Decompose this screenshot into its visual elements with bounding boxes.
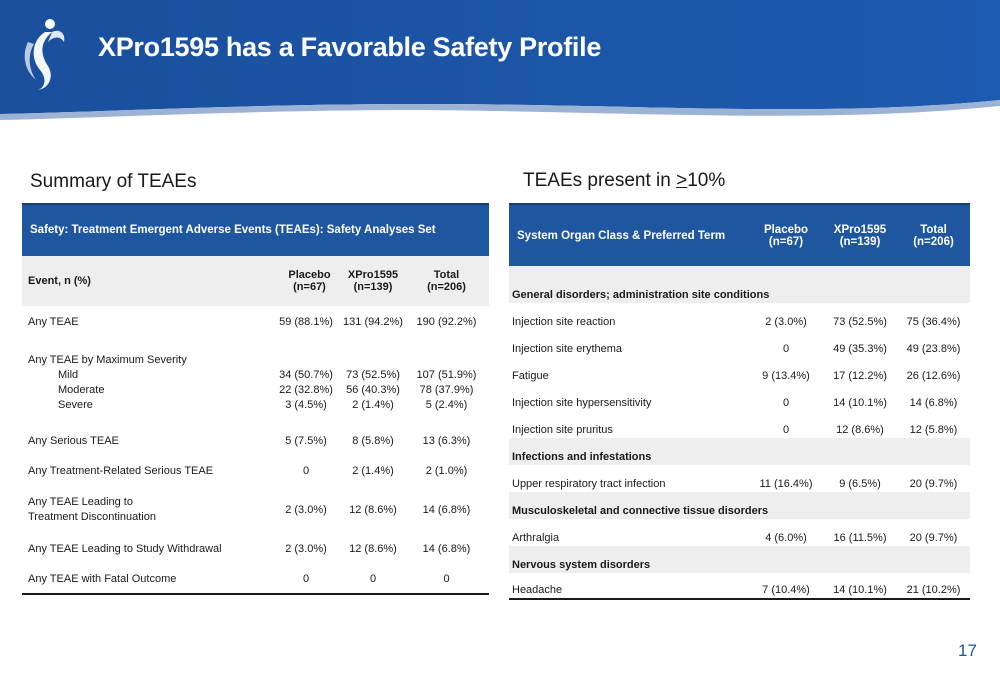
table-row: Any TEAE Leading to Study Withdrawal 2 (… — [28, 543, 471, 555]
header-wave — [0, 0, 1000, 120]
table-row: Any TEAE by Maximum Severity — [28, 353, 187, 366]
table-header-row: System Organ Class & Preferred Term Plac… — [509, 203, 970, 266]
table-row-sub: Mild 34 (50.7%) 73 (52.5%) 107 (51.9%) — [58, 368, 477, 381]
table-row: Arthralgia 4 (6.0%) 16 (11.5%) 20 (9.7%) — [512, 532, 958, 544]
section-title-summary: Summary of TEAEs — [30, 171, 197, 192]
table-row: Headache 7 (10.4%) 14 (10.1%) 21 (10.2%) — [509, 573, 970, 600]
teae-10pct-table: System Organ Class & Preferred Term Plac… — [509, 203, 970, 600]
table-row: Any TEAE with Fatal Outcome 0 0 0 — [22, 564, 489, 595]
table-row: Injection site pruritus 0 12 (8.6%) 12 (… — [512, 424, 958, 436]
table-row: Injection site erythema 0 49 (35.3%) 49 … — [512, 343, 961, 355]
table-row: Any Treatment-Related Serious TEAE 0 2 (… — [28, 465, 468, 477]
column-header: Placebo (n=67) — [763, 223, 809, 248]
category-row: Nervous system disorders — [509, 546, 970, 573]
table-band-title: Safety: Treatment Emergent Adverse Event… — [22, 203, 489, 256]
column-header: Total (n=206) — [913, 223, 954, 248]
column-header: Placebo (n=67) — [288, 269, 331, 293]
company-logo — [14, 14, 76, 92]
page-number: 17 — [958, 641, 977, 660]
column-header: Event, n (%) — [28, 275, 91, 287]
table-row: Any TEAE Leading to Treatment Discontinu… — [28, 496, 471, 523]
column-header: System Organ Class & Preferred Term — [517, 229, 726, 242]
category-row: Infections and infestations — [509, 438, 970, 465]
column-header: XPro1595 (n=139) — [833, 223, 887, 248]
table-row: Fatigue 9 (13.4%) 17 (12.2%) 26 (12.6%) — [512, 370, 961, 382]
category-row: General disorders; administration site c… — [509, 266, 970, 303]
table-row: Injection site reaction 2 (3.0%) 73 (52.… — [512, 316, 961, 328]
summary-teae-table: Safety: Treatment Emergent Adverse Event… — [22, 203, 489, 595]
table-row: Upper respiratory tract infection 11 (16… — [512, 478, 958, 490]
table-row: Injection site hypersensitivity 0 14 (10… — [512, 397, 958, 409]
slide-title: XPro1595 has a Favorable Safety Profile — [98, 32, 602, 62]
column-header: XPro1595 (n=139) — [347, 269, 399, 293]
table-row-sub: Moderate 22 (32.8%) 56 (40.3%) 78 (37.9%… — [58, 383, 474, 396]
section-title-teaes: TEAEs present in >10% — [523, 170, 726, 191]
header-banner: XPro1595 has a Favorable Safety Profile — [0, 0, 1000, 130]
table-row: Any TEAE 59 (88.1%) 131 (94.2%) 190 (92.… — [28, 316, 477, 328]
table-header-row: Event, n (%) Placebo (n=67) XPro1595 (n=… — [22, 256, 489, 306]
column-header: Total (n=206) — [427, 269, 466, 293]
table-row-sub: Severe 3 (4.5%) 2 (1.4%) 5 (2.4%) — [58, 398, 468, 411]
category-row: Musculoskeletal and connective tissue di… — [509, 492, 970, 519]
table-row: Any Serious TEAE 5 (7.5%) 8 (5.8%) 13 (6… — [28, 435, 471, 447]
